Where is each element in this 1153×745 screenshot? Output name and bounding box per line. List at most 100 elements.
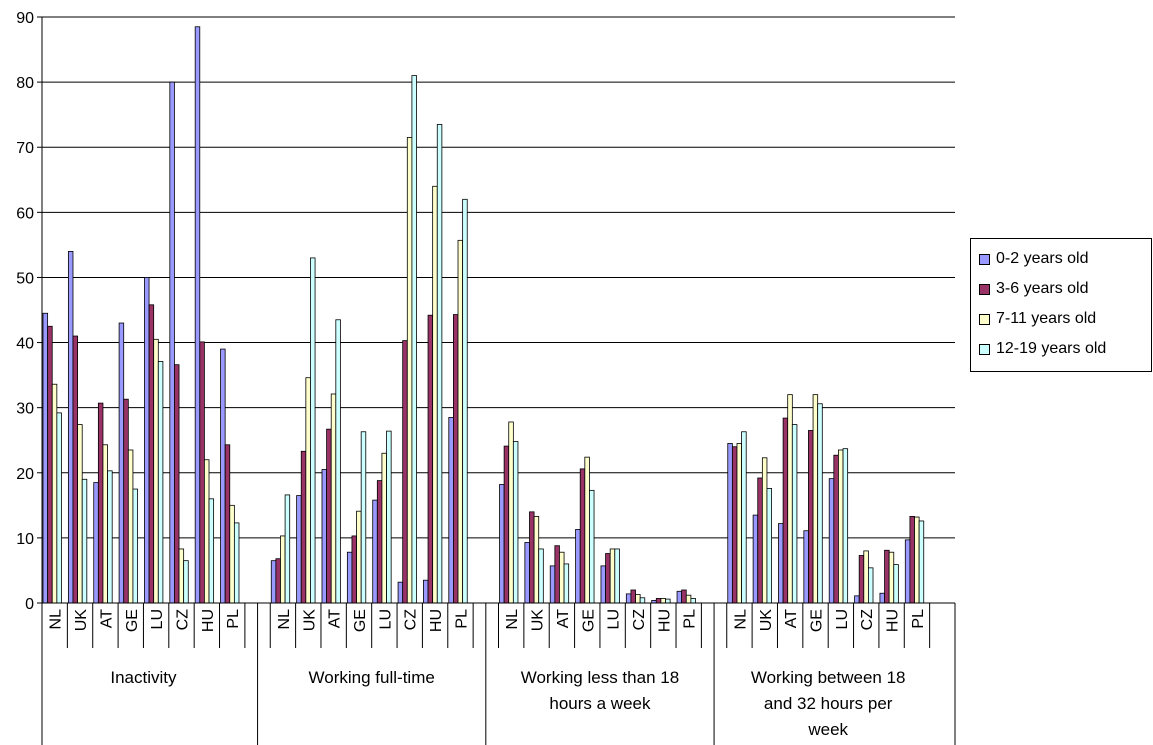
bar-1-PL-s0 <box>448 417 454 604</box>
bar-2-NL-s1 <box>503 445 510 604</box>
x-tick-label-3-UK: UK <box>758 609 775 632</box>
gridlines <box>42 16 955 539</box>
bar-2-CZ-s1 <box>630 589 636 604</box>
bar-0-HU-s1 <box>199 341 205 604</box>
y-tick-label-70: 70 <box>16 140 34 157</box>
bar-1-AT-s2 <box>330 393 337 604</box>
bar-1-UK-s1 <box>300 450 307 604</box>
bar-1-NL-s0 <box>270 560 277 604</box>
bar-2-CZ-s2 <box>635 594 641 604</box>
group-label-0: Inactivity <box>110 668 177 687</box>
bar-2-LU-s1 <box>605 553 611 604</box>
bar-0-GE-s1 <box>123 398 129 604</box>
group-label-3: Working between 18 and 32 hours per week <box>751 668 906 739</box>
bar-0-GE-s3 <box>132 488 138 604</box>
bar-3-LU-s0 <box>828 478 835 604</box>
bar-1-CZ-s3 <box>411 75 417 604</box>
x-tick-label-3-LU: LU <box>834 609 851 629</box>
bar-0-PL-s1 <box>224 444 231 604</box>
x-tick-label-0-HU: HU <box>200 609 217 632</box>
legend-item-2: 7-11 years old <box>979 307 1096 331</box>
bar-3-AT-s3 <box>791 424 798 604</box>
bar-0-UK-s1 <box>72 335 78 604</box>
bar-2-AT-s2 <box>559 551 565 604</box>
bar-3-GE-s1 <box>808 430 814 604</box>
x-tick-label-2-NL: NL <box>504 609 521 630</box>
bar-3-CZ-s3 <box>868 567 874 604</box>
bar-1-AT-s0 <box>321 469 327 604</box>
bar-2-AT-s3 <box>563 563 570 604</box>
legend-item-3: 12-19 years old <box>979 337 1106 361</box>
bar-3-UK-s0 <box>752 514 759 604</box>
legend-swatch-2 <box>979 313 990 325</box>
bar-3-NL-s2 <box>736 443 742 604</box>
bar-3-PL-s3 <box>918 520 925 604</box>
legend-swatch-3 <box>979 343 990 355</box>
bar-2-PL-s0 <box>676 590 683 604</box>
bar-3-AT-s2 <box>787 394 793 604</box>
bar-0-CZ-s2 <box>178 548 185 604</box>
x-tick-label-0-AT: AT <box>98 609 115 628</box>
bar-1-HU-s2 <box>432 185 438 604</box>
bar-2-NL-s0 <box>499 484 505 604</box>
bar-3-HU-s1 <box>884 549 890 604</box>
bar-3-AT-s0 <box>778 523 784 604</box>
x-tick-label-3-GE: GE <box>809 609 826 632</box>
bar-0-UK-s3 <box>81 478 88 604</box>
bar-0-LU-s3 <box>157 361 164 604</box>
y-tick-label-80: 80 <box>16 75 34 92</box>
x-tick-label-1-LU: LU <box>377 609 394 629</box>
bar-1-UK-s0 <box>296 495 302 604</box>
bar-2-PL-s3 <box>690 598 696 604</box>
bar-0-NL-s0 <box>42 312 49 604</box>
bar-2-CZ-s0 <box>625 593 632 604</box>
x-tick-label-2-UK: UK <box>530 609 547 632</box>
bar-1-LU-s0 <box>372 499 378 604</box>
bar-3-HU-s0 <box>879 592 885 604</box>
bar-0-AT-s0 <box>93 482 99 604</box>
bar-0-LU-s0 <box>144 277 150 604</box>
bar-3-PL-s1 <box>909 516 915 604</box>
y-tick-label-40: 40 <box>16 336 34 353</box>
y-tick-label-50: 50 <box>16 270 34 287</box>
x-tick-label-1-UK: UK <box>301 609 318 632</box>
y-tick-label-30: 30 <box>16 401 34 418</box>
bar-0-NL-s2 <box>51 383 58 604</box>
bar-1-NL-s2 <box>280 535 286 604</box>
group-label-2: Working less than 18 hours a week <box>521 668 679 713</box>
legend-item-1: 3-6 years old <box>979 277 1089 301</box>
bar-1-HU-s1 <box>427 314 434 604</box>
bar-0-NL-s1 <box>47 325 53 604</box>
bar-2-PL-s1 <box>681 589 687 604</box>
bar-2-LU-s0 <box>600 565 606 604</box>
bar-3-PL-s2 <box>914 516 920 604</box>
bar-0-AT-s2 <box>102 444 108 604</box>
bar-3-GE-s0 <box>803 530 809 604</box>
x-tick-label-3-PL: PL <box>910 609 927 629</box>
x-tick-label-0-NL: NL <box>48 609 65 630</box>
bar-1-CZ-s0 <box>397 581 404 604</box>
bar-1-GE-s0 <box>346 551 353 604</box>
bar-1-GE-s1 <box>351 535 357 604</box>
x-axis-labels: NL UK AT GE LU CZ HU PL NL UK AT GE LU CZ HU PL NL UK AT GE… <box>41 603 956 745</box>
bar-0-PL-s2 <box>229 504 235 604</box>
bar-1-PL-s3 <box>462 198 468 604</box>
bar-1-GE-s3 <box>360 431 367 604</box>
bar-0-UK-s2 <box>77 424 83 604</box>
bar-0-CZ-s0 <box>169 81 175 604</box>
x-tick-label-1-HU: HU <box>428 609 445 632</box>
bar-3-CZ-s0 <box>854 595 860 604</box>
legend-label-0: 0-2 years old <box>996 250 1089 267</box>
bar-1-UK-s3 <box>310 257 316 604</box>
bar-2-HU-s1 <box>655 598 662 604</box>
bar-1-HU-s0 <box>423 579 429 604</box>
bar-0-NL-s3 <box>56 412 62 604</box>
bar-2-AT-s0 <box>549 565 556 604</box>
y-tick-label-90: 90 <box>16 10 34 27</box>
x-tick-label-0-CZ: CZ <box>174 609 191 631</box>
bar-1-NL-s1 <box>275 558 281 604</box>
x-tick-label-0-PL: PL <box>225 609 242 629</box>
x-tick-label-2-GE: GE <box>580 609 597 632</box>
bar-1-UK-s2 <box>305 377 311 604</box>
